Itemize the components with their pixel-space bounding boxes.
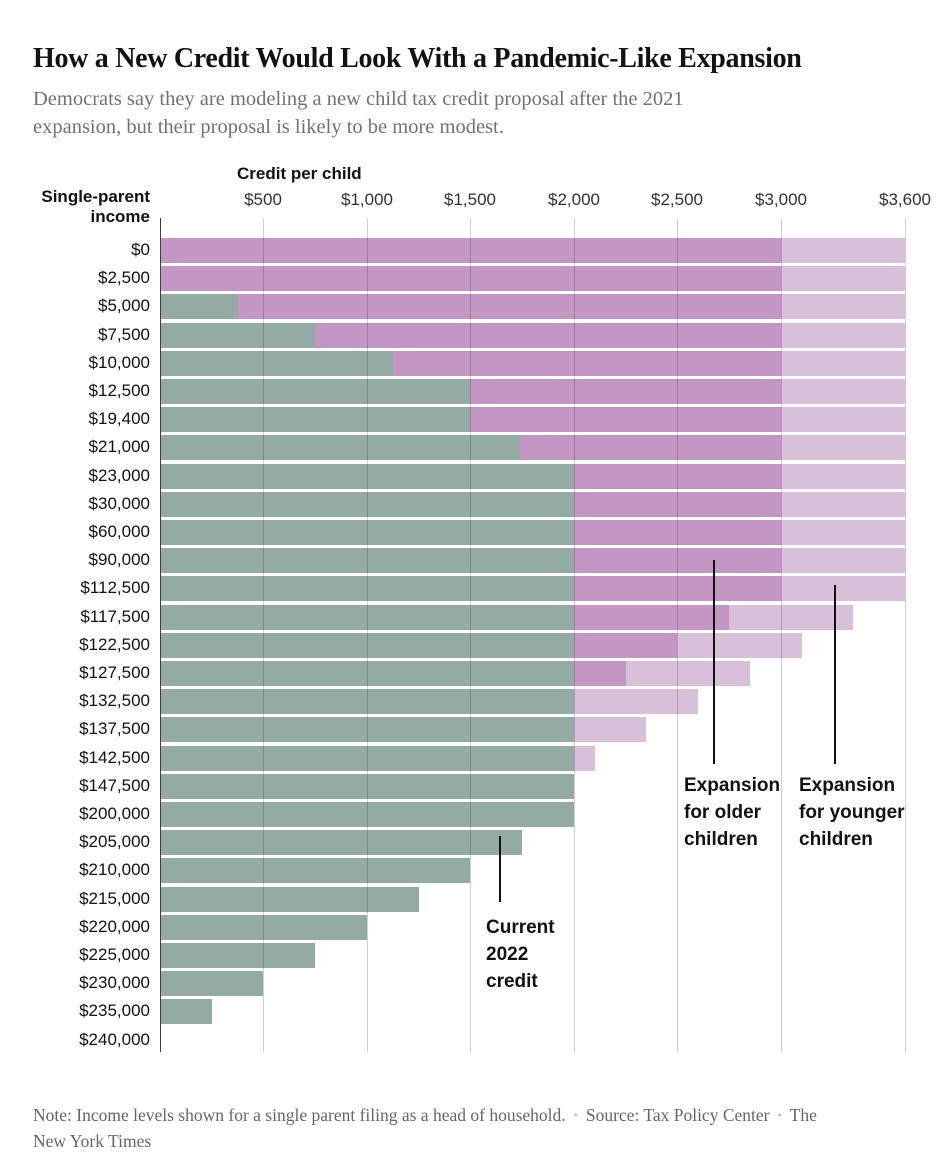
income-label: $147,500 [79, 776, 150, 795]
income-label: $235,000 [79, 1001, 150, 1020]
annotation-younger-children: Expansion for younger children [799, 775, 905, 850]
bar-current [161, 323, 315, 348]
annotation-line-younger [834, 585, 836, 764]
bar-current [161, 999, 212, 1024]
x-gridline [781, 218, 782, 1052]
income-label: $210,000 [79, 860, 150, 879]
bar-current [161, 971, 263, 996]
annotation-older-children: Expansion for older children [684, 775, 781, 850]
income-label: $90,000 [88, 550, 150, 569]
footer-note: Note: Income levels shown for a single p… [33, 1104, 566, 1125]
bar-current [161, 379, 470, 404]
bar-current [161, 435, 520, 460]
bar-current [161, 943, 315, 968]
x-gridline [905, 218, 906, 1052]
footer-separator: • [777, 1107, 782, 1122]
annotation-line-current [499, 836, 501, 902]
income-label: $230,000 [79, 973, 150, 992]
annotation-current-credit: Current 2022 credit [486, 917, 555, 992]
income-label: $215,000 [79, 889, 150, 908]
bar-current [161, 830, 522, 855]
income-label: $0 [131, 240, 150, 259]
x-tick-label: $3,600 [879, 190, 931, 209]
x-tick-label: $1,500 [444, 190, 496, 209]
x-gridline [470, 218, 471, 1052]
income-label: $21,000 [88, 437, 150, 456]
footer-source: Source: Tax Policy Center [585, 1104, 770, 1125]
x-tick-label: $2,500 [651, 190, 703, 209]
footer: Note: Income levels shown for a single p… [33, 1102, 823, 1155]
x-gridline [677, 218, 678, 1052]
bar-current [161, 802, 574, 827]
bar-current [161, 915, 367, 940]
income-label: $112,500 [80, 578, 150, 597]
y-axis-title: Single-parent income [41, 187, 150, 226]
income-label: $132,500 [79, 691, 150, 710]
bar-current [161, 887, 419, 912]
y-axis-line [160, 218, 161, 1052]
footer-separator: • [573, 1107, 578, 1122]
bar-current [161, 407, 470, 432]
bar-current [161, 605, 574, 630]
income-label: $7,500 [98, 325, 150, 344]
x-tick-label: $1,000 [341, 190, 393, 209]
bar-older [161, 266, 781, 291]
bar-current [161, 689, 574, 714]
income-label: $225,000 [79, 945, 150, 964]
income-label: $30,000 [88, 494, 150, 513]
bar-current [161, 858, 470, 883]
income-label: $142,500 [79, 748, 150, 767]
chart-subtitle: Democrats say they are modeling a new ch… [33, 87, 684, 138]
income-label: $23,000 [88, 466, 150, 485]
x-tick-label: $3,000 [755, 190, 807, 209]
bar-current [161, 633, 574, 658]
bar-current [161, 464, 574, 489]
bar-current [161, 351, 393, 376]
income-label: $117,500 [80, 607, 150, 626]
x-gridline [574, 218, 575, 1052]
income-label: $127,500 [79, 663, 150, 682]
bar-current [161, 520, 574, 545]
income-label: $12,500 [88, 381, 150, 400]
bar-current [161, 746, 574, 771]
bar-current [161, 774, 574, 799]
bar-current [161, 492, 574, 517]
annotation-line-older [713, 560, 715, 764]
income-label: $2,500 [98, 268, 150, 287]
income-label: $60,000 [88, 522, 150, 541]
income-label: $5,000 [98, 296, 150, 315]
income-label: $137,500 [79, 719, 150, 738]
x-gridline [367, 218, 368, 1052]
bar-current [161, 576, 574, 601]
x-gridline [263, 218, 264, 1052]
footer-credit: The New York Times [33, 1104, 817, 1152]
income-label: $205,000 [79, 832, 150, 851]
income-label: $122,500 [79, 635, 150, 654]
bar-current [161, 548, 574, 573]
income-label: $220,000 [79, 917, 150, 936]
bar-current [161, 661, 574, 686]
income-label: $240,000 [79, 1030, 150, 1049]
bar-current [161, 294, 238, 319]
income-label: $19,400 [88, 409, 150, 428]
income-label: $10,000 [88, 353, 150, 372]
x-tick-label: $500 [244, 190, 282, 209]
x-axis-title: Credit per child [237, 164, 362, 183]
chart-title: How a New Credit Would Look With a Pande… [33, 42, 802, 74]
bar-current [161, 717, 574, 742]
bar-older [161, 294, 781, 319]
bar-older [161, 238, 781, 263]
x-tick-label: $2,000 [548, 190, 600, 209]
income-label: $200,000 [79, 804, 150, 823]
